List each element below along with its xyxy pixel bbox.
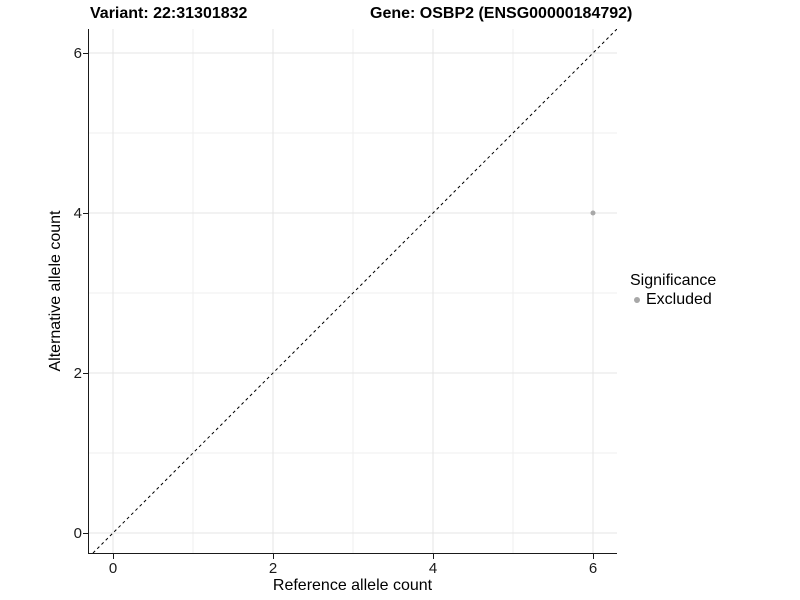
y-tick-label: 4	[73, 205, 82, 222]
plot-area	[89, 29, 617, 553]
x-tick-label: 2	[268, 560, 278, 577]
legend-item-excluded: Excluded	[630, 291, 716, 309]
y-tick-label: 2	[73, 365, 82, 382]
y-tick-label: 0	[73, 525, 82, 542]
y-tick-mark	[83, 213, 88, 214]
y-tick-mark	[83, 53, 88, 54]
plot-title-variant: Variant: 22:31301832	[90, 5, 248, 22]
y-tick-mark	[83, 373, 88, 374]
x-tick-mark	[433, 554, 434, 559]
y-tick-mark	[83, 533, 88, 534]
x-tick-mark	[593, 554, 594, 559]
x-tick-mark	[113, 554, 114, 559]
y-axis-title: Alternative allele count	[47, 210, 64, 372]
legend-swatch-excluded-icon	[634, 297, 640, 303]
x-tick-label: 6	[588, 560, 598, 577]
chart-panel	[88, 29, 617, 554]
y-tick-label: 6	[73, 45, 82, 62]
plot-title-gene: Gene: OSBP2 (ENSG00000184792)	[370, 5, 633, 22]
x-tick-mark	[273, 554, 274, 559]
legend-item-label: Excluded	[646, 291, 712, 308]
x-axis-title: Reference allele count	[272, 577, 433, 594]
x-tick-label: 4	[428, 560, 438, 577]
identity-line	[92, 29, 617, 553]
legend-title: Significance	[630, 272, 717, 289]
legend: Significance Excluded	[630, 271, 716, 309]
data-point	[590, 210, 596, 216]
x-tick-label: 0	[108, 560, 118, 577]
